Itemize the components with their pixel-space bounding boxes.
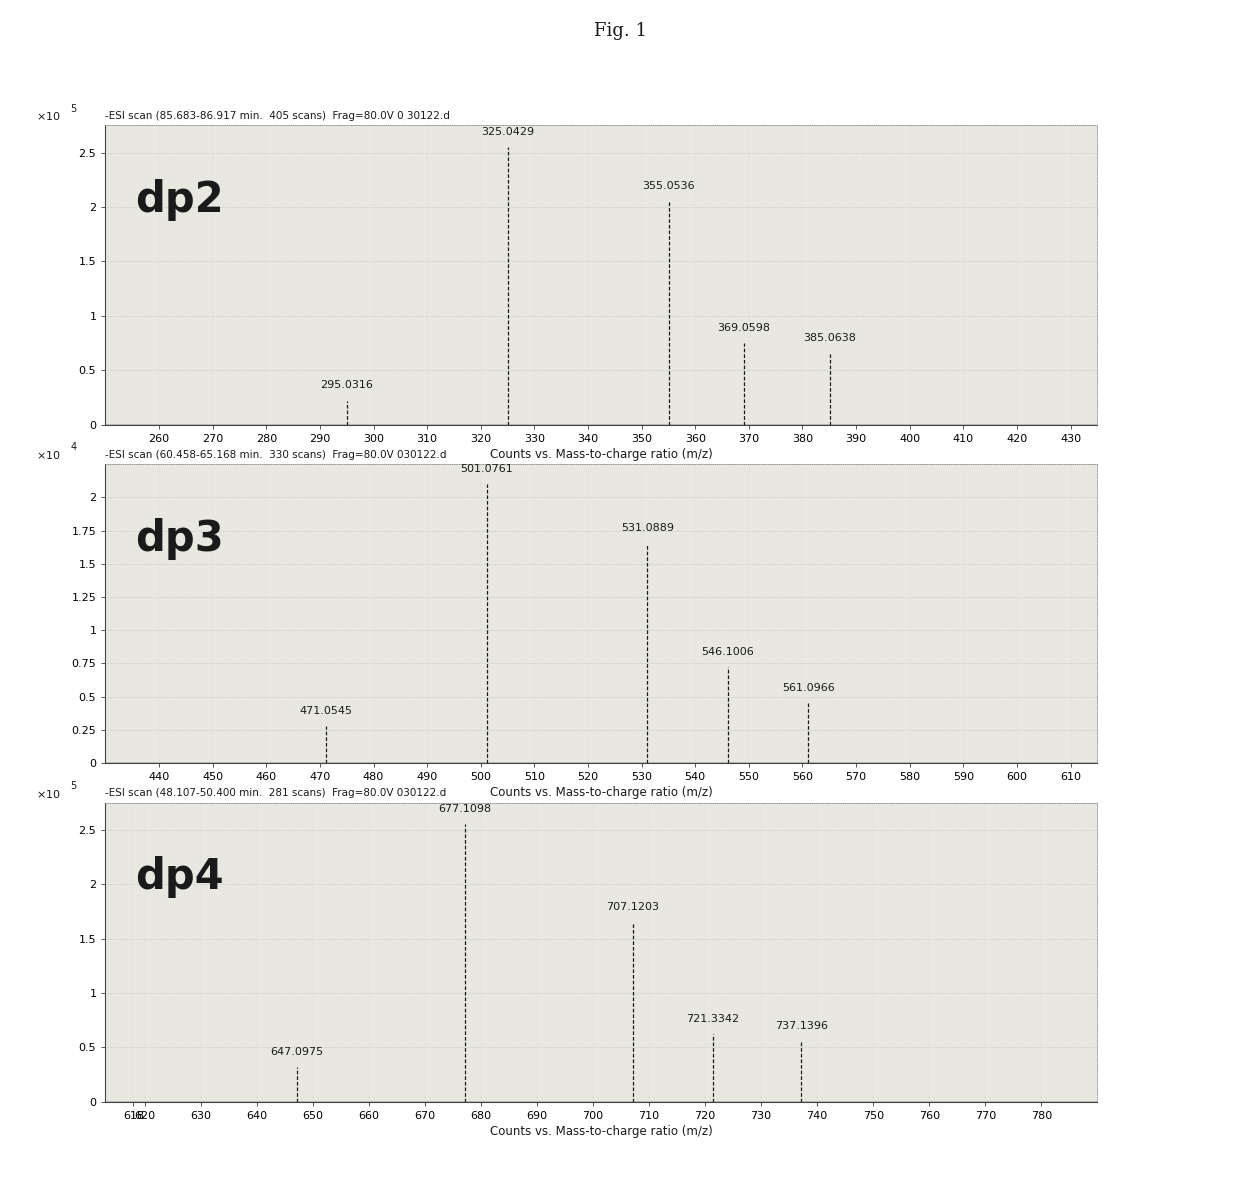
Text: 561.0966: 561.0966 (782, 682, 835, 693)
Text: dp4: dp4 (135, 857, 223, 899)
Text: 4: 4 (71, 442, 77, 452)
Text: 355.0536: 355.0536 (642, 182, 696, 191)
Text: -ESI scan (48.107-50.400 min.  281 scans)  Frag=80.0V 030122.d: -ESI scan (48.107-50.400 min. 281 scans)… (105, 789, 446, 798)
Text: 501.0761: 501.0761 (460, 464, 513, 473)
Text: $\times$10: $\times$10 (36, 449, 61, 461)
X-axis label: Counts vs. Mass-to-charge ratio (m/z): Counts vs. Mass-to-charge ratio (m/z) (490, 1124, 713, 1138)
Text: 295.0316: 295.0316 (320, 380, 373, 391)
Text: 546.1006: 546.1006 (702, 646, 754, 657)
Text: 369.0598: 369.0598 (717, 323, 770, 332)
Text: dp2: dp2 (135, 179, 223, 221)
Text: 531.0889: 531.0889 (621, 523, 675, 533)
Text: 385.0638: 385.0638 (804, 333, 856, 343)
Text: -ESI scan (85.683-86.917 min.  405 scans)  Frag=80.0V 0 30122.d: -ESI scan (85.683-86.917 min. 405 scans)… (105, 111, 450, 121)
Text: 737.1396: 737.1396 (775, 1022, 827, 1031)
Text: 707.1203: 707.1203 (606, 902, 660, 912)
Text: -ESI scan (60.458-65.168 min.  330 scans)  Frag=80.0V 030122.d: -ESI scan (60.458-65.168 min. 330 scans)… (105, 449, 446, 460)
Text: 5: 5 (71, 104, 77, 114)
Text: 677.1098: 677.1098 (438, 804, 491, 814)
Text: 325.0429: 325.0429 (481, 127, 534, 136)
Text: $\times$10: $\times$10 (36, 788, 61, 799)
Text: 471.0545: 471.0545 (299, 705, 352, 716)
Text: dp3: dp3 (135, 517, 224, 559)
Text: Fig. 1: Fig. 1 (594, 22, 646, 39)
Text: $\times$10: $\times$10 (36, 110, 61, 122)
Text: 721.3342: 721.3342 (686, 1013, 739, 1024)
X-axis label: Counts vs. Mass-to-charge ratio (m/z): Counts vs. Mass-to-charge ratio (m/z) (490, 786, 713, 799)
X-axis label: Counts vs. Mass-to-charge ratio (m/z): Counts vs. Mass-to-charge ratio (m/z) (490, 448, 713, 461)
Text: 5: 5 (71, 780, 77, 791)
Text: 647.0975: 647.0975 (270, 1047, 324, 1056)
